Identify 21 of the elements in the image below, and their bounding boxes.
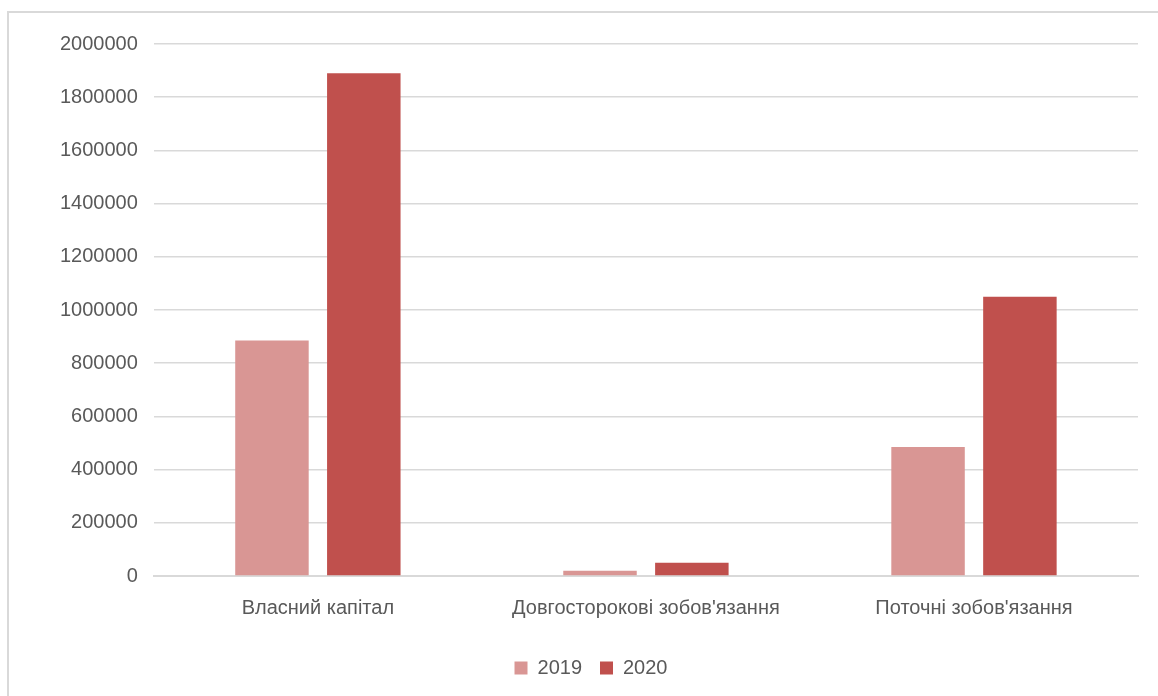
y-tick-label: 1200000 xyxy=(59,244,138,267)
y-tick-label: 1800000 xyxy=(59,84,138,107)
bar xyxy=(235,340,309,576)
legend-label: 2020 xyxy=(623,655,668,678)
y-tick-label: 200000 xyxy=(71,510,138,533)
y-tick-label: 1600000 xyxy=(59,137,138,160)
y-tick-label: 800000 xyxy=(71,350,138,373)
bar xyxy=(891,446,965,576)
x-tick-label: Довгосторокові зобов'язання xyxy=(512,595,780,618)
x-tick-label: Поточні зобов'язання xyxy=(875,595,1073,618)
y-tick-label: 600000 xyxy=(71,403,138,426)
y-tick-label: 400000 xyxy=(71,457,138,480)
bar xyxy=(655,562,729,576)
y-tick-label: 2000000 xyxy=(59,31,138,54)
y-tick-label: 1400000 xyxy=(59,191,138,214)
y-tick-label: 1000000 xyxy=(59,297,138,320)
bar xyxy=(327,73,401,576)
y-tick-label: 0 xyxy=(126,563,138,586)
legend-label: 2019 xyxy=(537,655,583,678)
x-tick-label: Власний капітал xyxy=(241,595,395,618)
bar xyxy=(983,296,1057,576)
